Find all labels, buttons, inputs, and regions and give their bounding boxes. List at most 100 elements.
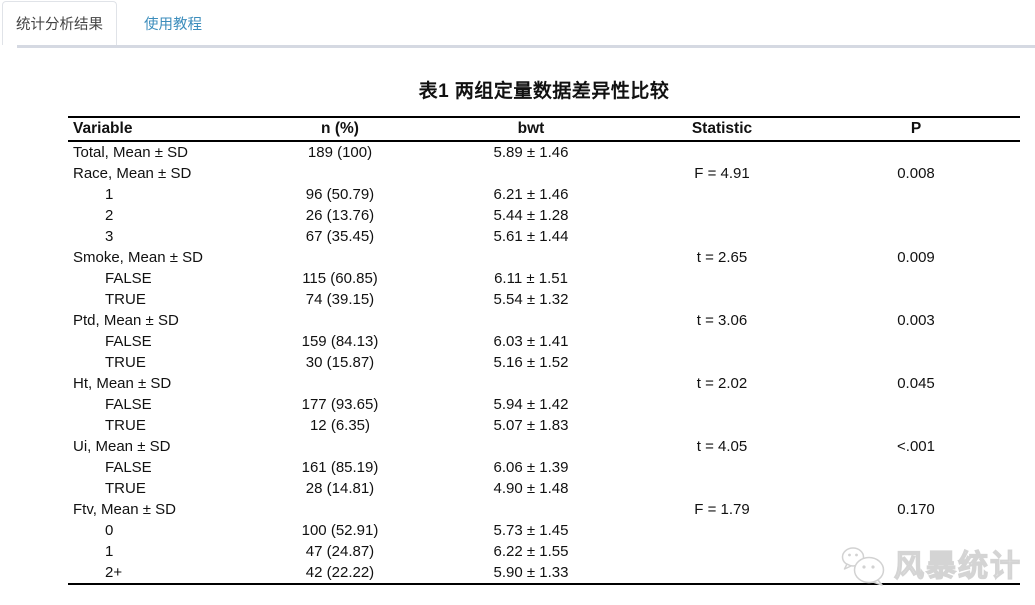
tab-tutorial[interactable]: 使用教程 bbox=[144, 16, 202, 33]
cell-statistic bbox=[632, 541, 812, 562]
cell-p: 0.170 bbox=[897, 501, 935, 518]
table-row: 3 67 (35.45) 5.61 ± 1.44 bbox=[68, 226, 1020, 247]
table-row: TRUE 28 (14.81) 4.90 ± 1.48 bbox=[68, 478, 1020, 499]
cell-p bbox=[812, 268, 1020, 289]
cell-p bbox=[812, 394, 1020, 415]
cell-p bbox=[812, 184, 1020, 205]
cell-variable: TRUE bbox=[105, 417, 146, 434]
cell-n bbox=[250, 373, 430, 394]
cell-bwt bbox=[430, 163, 632, 184]
cell-n: 28 (14.81) bbox=[305, 480, 375, 497]
cell-n: 74 (39.15) bbox=[305, 291, 375, 308]
cell-statistic bbox=[632, 352, 812, 373]
cell-p bbox=[812, 141, 1020, 163]
cell-variable: FALSE bbox=[105, 333, 152, 350]
table-row: 1 47 (24.87) 6.22 ± 1.55 bbox=[68, 541, 1020, 562]
cell-statistic: F = 4.91 bbox=[694, 165, 750, 182]
cell-p: <.001 bbox=[897, 438, 935, 455]
table-row: FALSE 161 (85.19) 6.06 ± 1.39 bbox=[68, 457, 1020, 478]
cell-p: 0.009 bbox=[897, 249, 935, 266]
cell-n: 189 (100) bbox=[307, 144, 373, 161]
cell-bwt: 5.89 ± 1.46 bbox=[493, 144, 569, 161]
cell-variable: Race, Mean ± SD bbox=[73, 165, 192, 182]
cell-p bbox=[812, 352, 1020, 373]
cell-bwt: 5.94 ± 1.42 bbox=[493, 396, 569, 413]
content-panel: 表1 两组定量数据差异性比较 Variable n (%) bwt Statis… bbox=[17, 45, 1035, 605]
cell-statistic: t = 2.02 bbox=[696, 375, 748, 392]
cell-n: 161 (85.19) bbox=[301, 459, 379, 476]
cell-variable: FALSE bbox=[105, 459, 152, 476]
cell-variable: FALSE bbox=[105, 396, 152, 413]
table-body: Total, Mean ± SD 189 (100) 5.89 ± 1.46 Race… bbox=[68, 141, 1020, 584]
cell-statistic bbox=[632, 331, 812, 352]
cell-n bbox=[250, 247, 430, 268]
cell-n bbox=[250, 499, 430, 520]
table-header-row: Variable n (%) bwt Statistic P bbox=[68, 117, 1020, 142]
cell-p bbox=[812, 415, 1020, 436]
cell-bwt bbox=[430, 247, 632, 268]
cell-p bbox=[812, 520, 1020, 541]
table-row: FALSE 159 (84.13) 6.03 ± 1.41 bbox=[68, 331, 1020, 352]
cell-p bbox=[812, 289, 1020, 310]
cell-bwt: 6.22 ± 1.55 bbox=[493, 543, 569, 560]
cell-p: 0.045 bbox=[897, 375, 935, 392]
tab-bar: 统计分析结果 使用教程 bbox=[0, 0, 1035, 45]
cell-variable: 3 bbox=[105, 228, 114, 245]
cell-n bbox=[250, 163, 430, 184]
table-row: Total, Mean ± SD 189 (100) 5.89 ± 1.46 bbox=[68, 141, 1020, 163]
cell-bwt: 5.44 ± 1.28 bbox=[493, 207, 569, 224]
cell-p bbox=[812, 562, 1020, 584]
cell-statistic bbox=[632, 289, 812, 310]
cell-n: 47 (24.87) bbox=[305, 543, 375, 560]
col-header-statistic: Statistic bbox=[632, 117, 812, 142]
cell-statistic bbox=[632, 520, 812, 541]
cell-bwt: 6.21 ± 1.46 bbox=[493, 186, 569, 203]
cell-bwt: 5.73 ± 1.45 bbox=[493, 522, 569, 539]
cell-bwt: 5.16 ± 1.52 bbox=[493, 354, 569, 371]
table-row: 2+ 42 (22.22) 5.90 ± 1.33 bbox=[68, 562, 1020, 584]
cell-n: 30 (15.87) bbox=[305, 354, 375, 371]
cell-n bbox=[250, 310, 430, 331]
cell-p bbox=[812, 541, 1020, 562]
cell-n: 100 (52.91) bbox=[301, 522, 379, 539]
cell-n bbox=[250, 436, 430, 457]
table-row: FALSE 115 (60.85) 6.11 ± 1.51 bbox=[68, 268, 1020, 289]
table-row: Ftv, Mean ± SD F = 1.79 0.170 bbox=[68, 499, 1020, 520]
cell-variable: 1 bbox=[105, 186, 114, 203]
cell-bwt: 5.61 ± 1.44 bbox=[493, 228, 569, 245]
cell-variable: 2 bbox=[105, 207, 114, 224]
cell-n: 12 (6.35) bbox=[309, 417, 371, 434]
cell-variable: TRUE bbox=[105, 291, 146, 308]
cell-statistic: F = 1.79 bbox=[694, 501, 750, 518]
cell-statistic bbox=[632, 478, 812, 499]
cell-bwt bbox=[430, 499, 632, 520]
cell-n: 115 (60.85) bbox=[302, 270, 378, 287]
cell-variable: Total, Mean ± SD bbox=[73, 144, 188, 161]
cell-variable: 1 bbox=[105, 543, 114, 560]
cell-variable: Ht, Mean ± SD bbox=[73, 375, 172, 392]
cell-bwt: 5.90 ± 1.33 bbox=[493, 564, 569, 581]
cell-variable: TRUE bbox=[105, 354, 146, 371]
cell-bwt: 5.07 ± 1.83 bbox=[493, 417, 569, 434]
cell-statistic: t = 2.65 bbox=[696, 249, 748, 266]
table-row: Ptd, Mean ± SD t = 3.06 0.003 bbox=[68, 310, 1020, 331]
table-row: 0 100 (52.91) 5.73 ± 1.45 bbox=[68, 520, 1020, 541]
cell-variable: 2+ bbox=[105, 564, 123, 581]
tab-statistical-results[interactable]: 统计分析结果 bbox=[2, 1, 117, 45]
cell-bwt bbox=[430, 310, 632, 331]
cell-statistic bbox=[632, 457, 812, 478]
cell-p bbox=[812, 478, 1020, 499]
cell-statistic bbox=[632, 562, 812, 584]
cell-n: 177 (93.65) bbox=[301, 396, 379, 413]
cell-variable: Smoke, Mean ± SD bbox=[73, 249, 203, 266]
table-row: TRUE 12 (6.35) 5.07 ± 1.83 bbox=[68, 415, 1020, 436]
cell-variable: Ptd, Mean ± SD bbox=[73, 312, 179, 329]
table-row: 2 26 (13.76) 5.44 ± 1.28 bbox=[68, 205, 1020, 226]
cell-bwt: 6.06 ± 1.39 bbox=[493, 459, 569, 476]
col-header-variable: Variable bbox=[68, 117, 250, 142]
cell-variable: TRUE bbox=[105, 480, 146, 497]
table-row: TRUE 74 (39.15) 5.54 ± 1.32 bbox=[68, 289, 1020, 310]
cell-variable: Ui, Mean ± SD bbox=[73, 438, 171, 455]
col-header-n-percent: n (%) bbox=[250, 117, 430, 142]
cell-bwt bbox=[430, 373, 632, 394]
